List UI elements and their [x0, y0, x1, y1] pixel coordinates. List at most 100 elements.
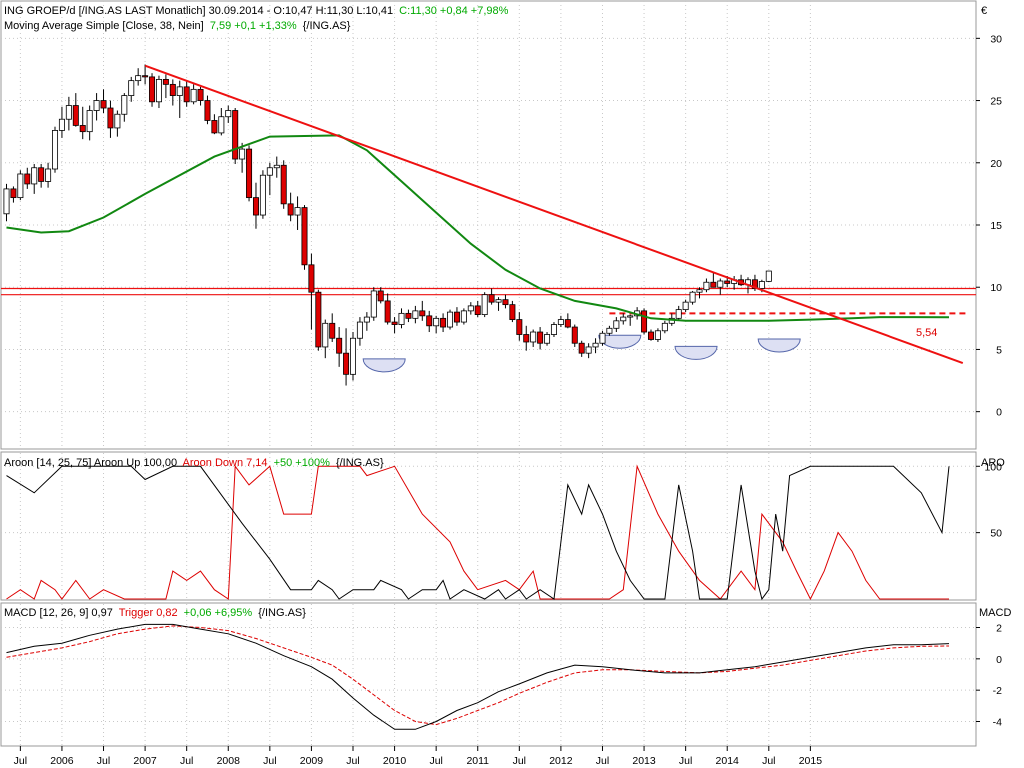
candle-down	[523, 334, 530, 343]
candle-up	[398, 312, 405, 325]
candle-up	[239, 148, 246, 160]
candle-down	[502, 299, 509, 306]
candle-down	[391, 321, 398, 325]
price-y-tick-label: 15	[990, 220, 1002, 232]
candle-up	[585, 346, 592, 354]
candle-up	[481, 294, 488, 316]
ma-header: Moving Average Simple [Close, 38, Nein] …	[4, 20, 351, 32]
bottom-pattern-ellipse	[362, 358, 406, 373]
x-tick-label: 2015	[799, 755, 823, 767]
candle-down	[149, 76, 156, 103]
candle-up	[266, 167, 273, 176]
aroon-header-change: +50 +100%	[274, 457, 330, 469]
x-tick-label: Jul	[180, 755, 193, 767]
candle-up	[599, 332, 606, 344]
candle-up	[544, 334, 551, 344]
aroon-axis-title: ARO	[981, 457, 1005, 469]
axis-labels: Jul 2006 Jul 2007 Jul 2008 Jul 2009 Jul 2010 Jul 20…	[14, 33, 1003, 767]
candle-up	[433, 317, 440, 327]
x-tick-label: Jul	[97, 755, 110, 767]
candle-up	[65, 105, 72, 120]
candle-up	[661, 322, 668, 332]
candle-up	[447, 311, 454, 328]
candle-down	[564, 319, 571, 328]
x-tick-label: 2014	[716, 755, 740, 767]
candle-down	[384, 300, 391, 323]
macd-panel-frame	[0, 602, 977, 747]
candle-down	[197, 88, 204, 101]
candle-up	[114, 113, 121, 129]
macd-header: MACD [12, 26, 9] 0,97 Trigger 0,82 +0,06…	[4, 607, 306, 619]
price-axis-currency: €	[981, 5, 987, 17]
candle-down	[204, 100, 211, 121]
aroon-y-tick-label: 100	[984, 461, 1002, 473]
candle-down	[72, 105, 79, 126]
x-tick-label: Jul	[14, 755, 27, 767]
candle-up	[703, 281, 710, 291]
candle-up	[620, 316, 627, 322]
candle-up	[765, 270, 772, 282]
candle-down	[641, 310, 648, 333]
candle-down	[724, 280, 731, 284]
trend-line	[144, 64, 964, 365]
chart-annotations	[1, 287, 976, 373]
candle-down	[169, 83, 176, 96]
macd-y-tick-label: -2	[993, 685, 1002, 697]
candle-down	[516, 319, 523, 335]
candle-up	[225, 110, 232, 118]
candle-up	[128, 80, 135, 96]
candle-up	[190, 88, 197, 103]
x-tick-label: 2008	[217, 755, 241, 767]
price-y-tick-label: 25	[990, 96, 1002, 108]
price-y-tick-label: 20	[990, 158, 1002, 170]
candle-down	[142, 75, 149, 78]
x-tick-label: Jul	[762, 755, 775, 767]
aroon-down-line	[6, 464, 949, 601]
candle-down	[474, 305, 481, 315]
candle-down	[287, 203, 294, 216]
x-tick-label: Jul	[346, 755, 359, 767]
candle-down	[252, 197, 259, 216]
x-tick-label: Jul	[263, 755, 276, 767]
candle-down	[571, 326, 578, 344]
candle-up	[218, 116, 225, 134]
candle-up	[176, 86, 183, 96]
x-tick-label: Jul	[429, 755, 442, 767]
candle-up	[17, 173, 24, 199]
candle-up	[696, 289, 703, 293]
candle-up	[412, 310, 419, 319]
candle-down	[183, 86, 190, 103]
macd-header-change: +0,06 +6,95%	[184, 607, 253, 619]
candle-up	[557, 319, 564, 325]
macd-header-trigger: Trigger 0,82	[119, 607, 178, 619]
macd-y-tick-label: 0	[996, 654, 1002, 666]
candle-up	[294, 207, 301, 216]
ma-header-ticker: {/ING.AS}	[303, 20, 351, 32]
candle-up	[654, 330, 661, 340]
candle-up	[495, 299, 502, 303]
x-tick-label: 2011	[466, 755, 489, 767]
bottom-pattern-ellipse	[757, 338, 801, 353]
candle-up	[530, 331, 537, 343]
candle-down	[488, 294, 495, 303]
macd-y-tick-label: -4	[993, 717, 1002, 729]
candle-down	[301, 207, 308, 266]
macd-axis-title: MACD	[979, 607, 1011, 619]
candle-up	[606, 327, 613, 334]
candle-up	[31, 167, 38, 185]
candle-up	[58, 118, 65, 131]
candle-down	[453, 311, 460, 323]
candle-down	[426, 315, 433, 327]
candle-up	[273, 164, 280, 169]
candle-up	[135, 75, 142, 82]
macd-line	[6, 623, 950, 730]
candle-down	[315, 291, 322, 348]
price-y-tick-label: 5	[996, 344, 1002, 356]
candle-up	[363, 316, 370, 323]
aroon-header: Aroon [14, 25, 75] Aroon Up 100,00 Aroon…	[4, 457, 384, 469]
candle-down	[336, 337, 343, 354]
candle-up	[592, 342, 599, 348]
x-tick-label: Jul	[513, 755, 526, 767]
ma-header-label: Moving Average Simple [Close, 38, Nein]	[4, 20, 204, 32]
